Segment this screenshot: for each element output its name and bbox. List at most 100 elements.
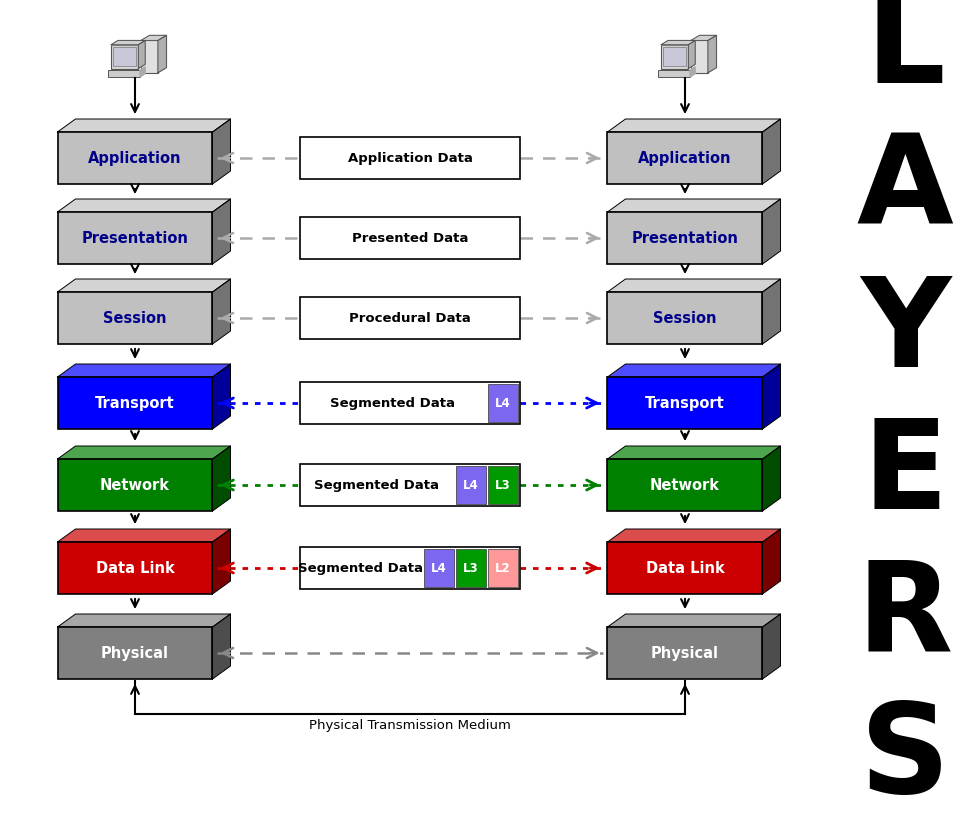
Polygon shape	[58, 614, 231, 627]
Bar	[691, 41, 708, 72]
Polygon shape	[58, 199, 231, 212]
Text: R: R	[857, 555, 953, 676]
Polygon shape	[212, 614, 231, 679]
Text: Application Data: Application Data	[347, 151, 473, 164]
Text: Application: Application	[638, 150, 731, 166]
Polygon shape	[212, 119, 231, 184]
Bar	[608, 542, 762, 594]
Text: A: A	[857, 129, 953, 250]
Polygon shape	[158, 35, 166, 72]
Text: Session: Session	[103, 311, 167, 325]
Polygon shape	[212, 279, 231, 344]
Polygon shape	[608, 529, 781, 542]
Text: Physical: Physical	[101, 646, 169, 660]
Text: L4: L4	[495, 397, 510, 410]
Bar	[58, 542, 212, 594]
Bar	[58, 132, 212, 184]
Text: Session: Session	[653, 311, 717, 325]
Bar	[300, 297, 520, 339]
Polygon shape	[58, 529, 231, 542]
Text: Presented Data: Presented Data	[352, 232, 468, 245]
Polygon shape	[608, 446, 781, 459]
Polygon shape	[141, 35, 166, 41]
Bar	[113, 47, 136, 66]
Text: Segmented Data: Segmented Data	[330, 397, 455, 410]
Bar	[300, 137, 520, 179]
Polygon shape	[762, 446, 781, 511]
Polygon shape	[608, 364, 781, 377]
Bar	[58, 292, 212, 344]
Text: L3: L3	[463, 562, 479, 575]
Bar	[58, 459, 212, 511]
Bar	[488, 549, 518, 587]
Bar	[424, 549, 454, 587]
Polygon shape	[608, 279, 781, 292]
Bar	[58, 212, 212, 264]
Text: Data Link: Data Link	[646, 560, 725, 576]
Polygon shape	[661, 41, 695, 45]
Bar	[300, 217, 520, 259]
Polygon shape	[708, 35, 716, 72]
Polygon shape	[762, 199, 781, 264]
Bar	[661, 45, 688, 68]
Polygon shape	[58, 279, 231, 292]
Polygon shape	[762, 364, 781, 429]
Bar	[658, 70, 690, 77]
Text: Presentation: Presentation	[631, 231, 738, 246]
Polygon shape	[691, 35, 716, 41]
Bar	[108, 70, 140, 77]
Bar	[141, 41, 158, 72]
Polygon shape	[688, 41, 695, 68]
Text: Y: Y	[860, 272, 951, 393]
Polygon shape	[690, 67, 695, 77]
Polygon shape	[762, 119, 781, 184]
Text: Data Link: Data Link	[96, 560, 175, 576]
Text: Procedural Data: Procedural Data	[349, 311, 471, 324]
Polygon shape	[138, 41, 145, 68]
Bar	[608, 292, 762, 344]
Text: Presentation: Presentation	[82, 231, 188, 246]
Polygon shape	[608, 614, 781, 627]
Polygon shape	[762, 529, 781, 594]
Polygon shape	[212, 529, 231, 594]
Polygon shape	[111, 41, 145, 45]
Bar	[608, 377, 762, 429]
Bar	[488, 384, 518, 422]
Text: L4: L4	[431, 562, 447, 575]
Bar	[608, 212, 762, 264]
Text: Physical Transmission Medium: Physical Transmission Medium	[309, 719, 510, 732]
Bar	[608, 132, 762, 184]
Bar	[300, 464, 520, 506]
Text: Application: Application	[88, 150, 181, 166]
Bar	[608, 459, 762, 511]
Text: E: E	[863, 414, 948, 534]
Bar	[300, 547, 520, 589]
Polygon shape	[140, 67, 145, 77]
Polygon shape	[58, 364, 231, 377]
Polygon shape	[762, 614, 781, 679]
Text: Network: Network	[100, 477, 170, 493]
Bar	[58, 377, 212, 429]
Bar	[456, 549, 486, 587]
Polygon shape	[212, 364, 231, 429]
Text: Transport: Transport	[96, 395, 175, 411]
Text: L4: L4	[463, 479, 479, 492]
Text: L: L	[866, 0, 945, 108]
Text: L2: L2	[495, 562, 510, 575]
Bar	[608, 627, 762, 679]
Text: Physical: Physical	[651, 646, 719, 660]
Bar	[663, 47, 686, 66]
Polygon shape	[212, 199, 231, 264]
Polygon shape	[58, 446, 231, 459]
Text: Transport: Transport	[646, 395, 725, 411]
Text: Segmented Data: Segmented Data	[298, 562, 424, 575]
Text: L3: L3	[495, 479, 510, 492]
Bar	[58, 627, 212, 679]
Polygon shape	[58, 119, 231, 132]
Polygon shape	[762, 279, 781, 344]
Text: Segmented Data: Segmented Data	[315, 479, 439, 492]
Bar	[300, 382, 520, 424]
Bar	[456, 466, 486, 504]
Text: Network: Network	[650, 477, 720, 493]
Polygon shape	[212, 446, 231, 511]
